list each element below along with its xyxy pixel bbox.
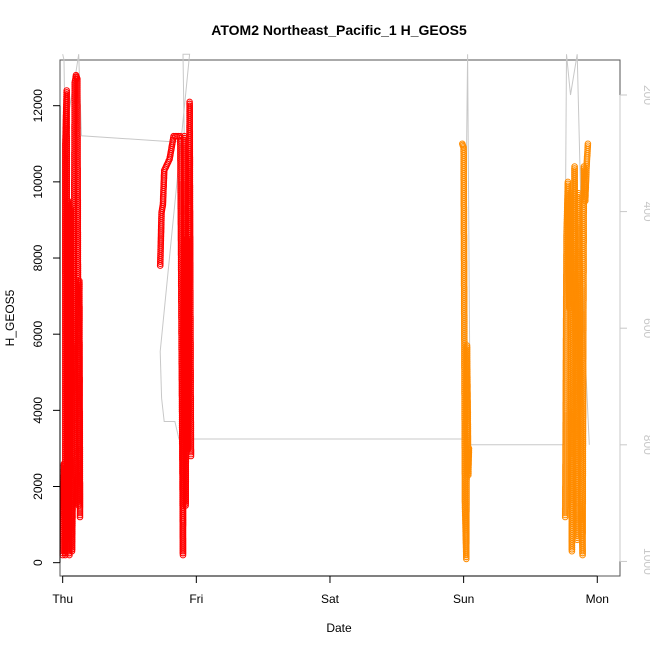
data-point (76, 511, 84, 519)
data-point (187, 452, 195, 460)
pressure-line (62, 53, 590, 446)
plot-frame (59, 59, 621, 577)
pressure-line-layer (62, 53, 590, 446)
chart-title: ATOM2 Northeast_Pacific_1 H_GEOS5 (211, 22, 467, 38)
data-point (187, 450, 195, 458)
data-point (187, 448, 195, 456)
data-point (76, 509, 84, 517)
plot-area (59, 59, 621, 577)
data-point (76, 513, 84, 521)
points-layer (59, 71, 592, 563)
